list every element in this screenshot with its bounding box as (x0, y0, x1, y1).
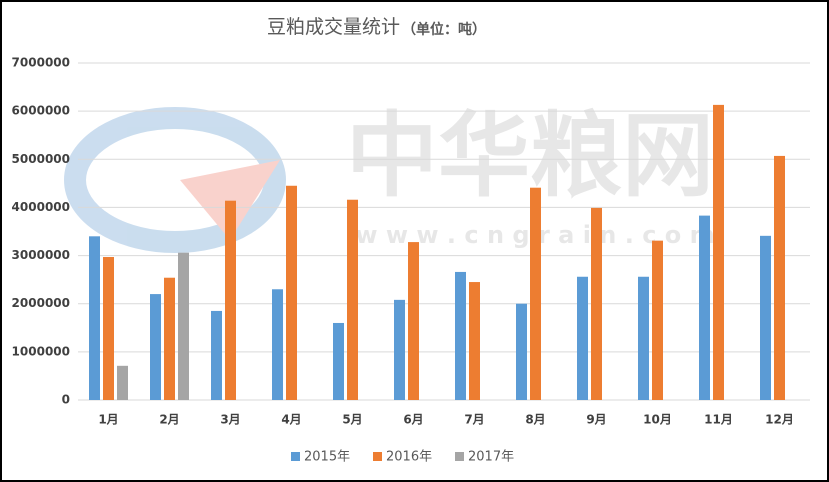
bar (530, 187, 541, 400)
bar (89, 236, 100, 400)
x-tick-label: 6月 (403, 413, 423, 427)
chart-subtitle: （单位：吨） (402, 21, 486, 38)
bar (713, 104, 724, 401)
bar (211, 310, 222, 400)
x-tick-label: 9月 (586, 413, 606, 427)
x-tick-label: 10月 (643, 413, 672, 427)
y-tick-label: 2000000 (12, 296, 70, 310)
chart-title: 豆粕成交量统计 (267, 16, 400, 38)
x-tick-label: 7月 (464, 413, 484, 427)
watermark-logo (64, 107, 286, 253)
y-tick-label: 3000000 (12, 248, 70, 262)
legend-swatch (291, 452, 300, 461)
y-tick-label: 6000000 (12, 104, 70, 118)
bar (760, 235, 771, 400)
bar (286, 185, 297, 400)
legend-swatch (455, 452, 464, 461)
legend-label: 2015年 (304, 450, 350, 465)
bar (333, 322, 344, 400)
bar (164, 277, 175, 400)
x-tick-label: 12月 (765, 413, 794, 427)
bar (103, 257, 114, 400)
x-tick-label: 4月 (281, 413, 301, 427)
bar (577, 276, 588, 400)
y-tick-label: 5000000 (12, 152, 70, 166)
bar (178, 252, 189, 400)
y-tick-label: 4000000 (12, 200, 70, 214)
x-tick-label: 5月 (342, 413, 362, 427)
legend-label: 2016年 (386, 450, 432, 465)
watermark-logo-arrow (180, 160, 280, 240)
bar (225, 200, 236, 400)
bar (469, 282, 480, 400)
legend-label: 2017年 (468, 450, 514, 465)
x-tick-label: 1月 (98, 413, 118, 427)
legend-swatch (373, 452, 382, 461)
bar (638, 276, 649, 400)
bar (394, 299, 405, 400)
bar (591, 207, 602, 400)
x-tick-label: 8月 (525, 413, 545, 427)
bar (774, 155, 785, 400)
bar (347, 199, 358, 400)
bar (516, 303, 527, 400)
bar (117, 365, 128, 400)
x-tick-label: 3月 (220, 413, 240, 427)
y-tick-label: 1000000 (12, 344, 70, 358)
bar (652, 240, 663, 400)
bar (408, 242, 419, 400)
bar (272, 289, 283, 400)
y-tick-label: 7000000 (12, 56, 70, 70)
x-tick-label: 11月 (704, 413, 733, 427)
y-tick-label: 0 (62, 393, 70, 407)
bar (699, 215, 710, 400)
x-tick-label: 2月 (159, 413, 179, 427)
bar (455, 271, 466, 400)
bar (150, 294, 161, 400)
